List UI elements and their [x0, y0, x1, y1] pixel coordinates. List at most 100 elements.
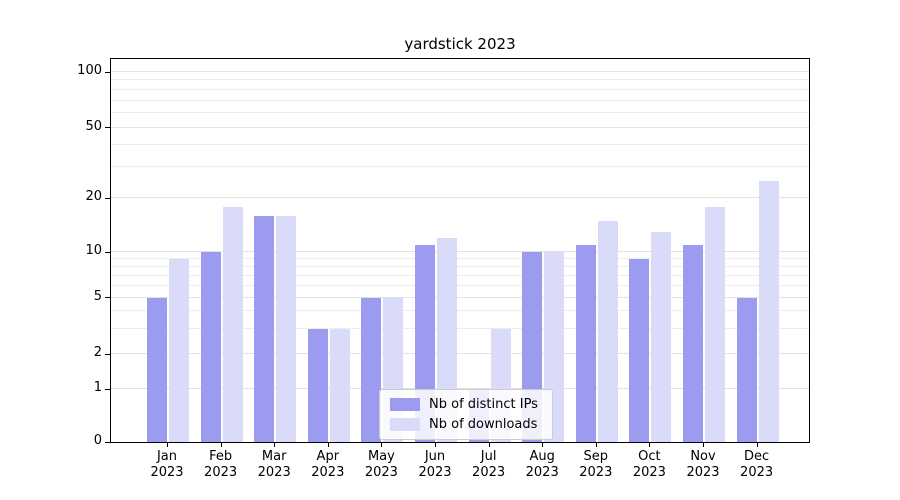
- bar-downloads: [222, 206, 243, 442]
- y-tick-mark: [105, 297, 110, 299]
- y-tick-label: 2: [93, 345, 102, 361]
- x-tick-year: 2023: [740, 465, 774, 480]
- y-tick-label: 20: [85, 189, 102, 205]
- x-tick-year: 2023: [686, 465, 720, 480]
- bar-downloads: [169, 258, 189, 442]
- minor-gridline: [111, 79, 809, 81]
- y-tick-label: 50: [85, 118, 102, 134]
- x-tick-month: Feb: [209, 449, 233, 464]
- x-tick-mark: [703, 443, 704, 447]
- x-tick-year: 2023: [311, 465, 345, 480]
- x-tick-label: May 2023: [351, 449, 411, 481]
- y-tick-label: 1: [93, 380, 102, 396]
- y-tick-label: 100: [77, 63, 102, 79]
- bar-downloads: [705, 206, 725, 442]
- x-tick-month: Mar: [261, 449, 287, 464]
- bar-distinct-ips: [683, 244, 703, 442]
- bar-distinct-ips: [361, 297, 382, 442]
- major-gridline: [111, 71, 809, 73]
- bar-downloads: [597, 220, 618, 442]
- legend-label-distinct-ips: Nb of distinct IPs: [429, 397, 538, 412]
- bar-downloads: [651, 231, 672, 442]
- y-tick-mark: [105, 353, 110, 355]
- x-tick-mark: [381, 443, 383, 447]
- x-tick-label: Feb 2023: [191, 449, 251, 481]
- x-tick-label: Jan 2023: [137, 449, 197, 481]
- x-tick-month: Apr: [316, 449, 340, 464]
- x-tick-month: May: [367, 449, 395, 464]
- major-gridline: [111, 388, 809, 390]
- legend: Nb of distinct IPs Nb of downloads: [379, 389, 553, 440]
- bar-distinct-ips: [307, 329, 328, 442]
- legend-item-downloads: Nb of downloads: [390, 417, 538, 432]
- major-gridline: [111, 197, 809, 199]
- y-tick-mark: [105, 251, 110, 253]
- x-tick-mark: [542, 443, 544, 447]
- x-tick-label: Mar 2023: [244, 449, 304, 481]
- minor-gridline: [111, 111, 809, 113]
- x-tick-label: Dec 2023: [727, 449, 787, 481]
- x-tick-mark: [167, 443, 168, 447]
- legend-swatch-downloads: [390, 418, 420, 431]
- minor-gridline: [111, 265, 809, 267]
- y-tick-mark: [105, 388, 110, 390]
- x-tick-label: Oct 2023: [619, 449, 679, 481]
- minor-gridline: [111, 284, 809, 286]
- bar-distinct-ips: [629, 258, 650, 442]
- major-gridline: [111, 251, 809, 253]
- x-tick-label: Apr 2023: [298, 449, 358, 481]
- x-tick-year: 2023: [257, 465, 291, 480]
- x-tick-mark: [274, 443, 276, 447]
- x-tick-year: 2023: [204, 465, 238, 480]
- y-tick-mark: [105, 71, 110, 73]
- x-tick-mark: [220, 443, 222, 447]
- x-tick-label: Sep 2023: [566, 449, 626, 481]
- minor-gridline: [111, 257, 809, 259]
- x-tick-year: 2023: [364, 465, 398, 480]
- y-tick-label: 0: [93, 433, 102, 448]
- x-tick-month: Aug: [529, 449, 555, 464]
- bar-downloads: [758, 181, 779, 442]
- minor-gridline: [111, 99, 809, 101]
- minor-gridline: [111, 328, 809, 330]
- y-tick-label: 5: [93, 288, 102, 304]
- x-tick-month: Jun: [424, 449, 446, 464]
- minor-gridline: [111, 88, 809, 90]
- y-tick-label: 10: [85, 243, 102, 259]
- x-tick-label: Jul 2023: [459, 449, 519, 481]
- y-tick-mark: [105, 441, 110, 443]
- x-tick-year: 2023: [150, 465, 184, 480]
- y-tick-mark: [105, 197, 110, 199]
- x-tick-mark: [756, 443, 758, 447]
- x-tick-mark: [649, 443, 651, 447]
- major-gridline: [111, 126, 809, 128]
- legend-swatch-distinct-ips: [390, 398, 420, 411]
- bar-distinct-ips: [254, 215, 275, 442]
- chart-title: yardstick 2023: [404, 35, 516, 53]
- bar-distinct-ips: [736, 297, 757, 442]
- x-tick-year: 2023: [472, 465, 506, 480]
- y-tick-mark: [105, 127, 110, 129]
- x-tick-year: 2023: [632, 465, 666, 480]
- x-tick-label: Aug 2023: [512, 449, 572, 481]
- minor-gridline: [111, 274, 809, 276]
- x-tick-month: Oct: [638, 449, 661, 464]
- x-tick-mark: [327, 443, 329, 447]
- legend-item-distinct-ips: Nb of distinct IPs: [390, 397, 538, 412]
- x-tick-mark: [488, 443, 490, 447]
- x-tick-month: Dec: [744, 449, 770, 464]
- bar-distinct-ips: [575, 244, 596, 442]
- major-gridline: [111, 353, 809, 355]
- x-tick-year: 2023: [579, 465, 613, 480]
- x-tick-label: Nov 2023: [673, 449, 733, 481]
- minor-gridline: [111, 310, 809, 312]
- x-tick-mark: [595, 443, 597, 447]
- bar-downloads: [329, 329, 350, 442]
- x-tick-month: Jan: [156, 449, 178, 464]
- x-tick-month: Jul: [480, 449, 497, 464]
- x-tick-mark: [435, 443, 436, 447]
- bar-distinct-ips: [147, 297, 167, 442]
- bar-downloads: [276, 215, 297, 442]
- plot-area: Nb of distinct IPs Nb of downloads: [110, 58, 810, 443]
- x-tick-year: 2023: [418, 465, 452, 480]
